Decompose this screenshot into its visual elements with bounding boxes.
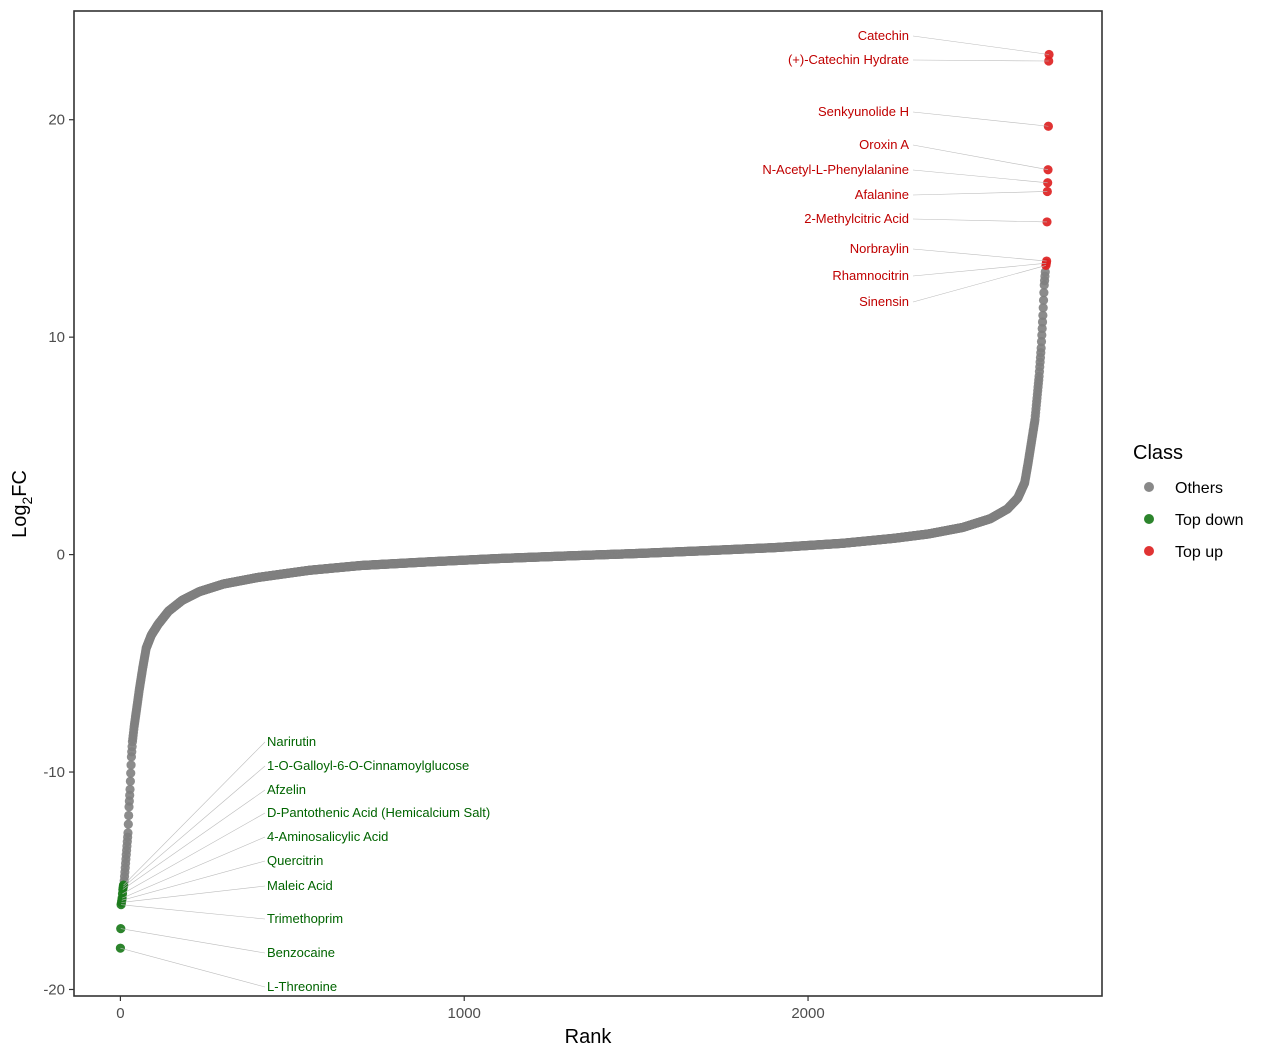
x-axis-tick-label: 1000 [448,1005,481,1022]
top-down-point-label: Narirutin [267,734,316,749]
y-axis-tick-label: 0 [57,547,65,564]
others-point [1036,336,1047,347]
others-point [1037,323,1047,334]
legend: Class Others Top down Top up [1133,442,1244,561]
top-down-label-connector [122,765,266,888]
top-down-label-connector [120,947,266,988]
top-up-label-connector [912,218,1047,223]
top-up-point-label: Senkyunolide H [818,104,909,119]
label-connectors-layer [120,35,1050,988]
top-up-label-connector [912,169,1048,184]
legend-swatch [1144,482,1154,492]
top-down-label-connector [120,928,266,954]
top-down-label-connector [123,741,266,886]
y-axis-title-subscript: 2 [19,497,35,505]
top-up-point-label: Norbraylin [850,241,909,256]
top-up-point-label: Afalanine [855,187,909,202]
others-point [1037,317,1048,327]
y-axis-title: Log2FC [9,470,35,538]
top-down-label-connector [121,860,266,901]
axes-layer: 0 1000 2000 -20 -10 0 10 20 [43,112,824,1022]
y-axis-title-base: Log [9,505,31,538]
top-up-label-connector [912,262,1047,277]
top-up-point-label: N-Acetyl-L-Phenylalanine [762,162,909,177]
top-down-point-label: 1-O-Galloyl-6-O-Cinnamoylglucose [267,758,469,773]
y-axis-tick-label: 20 [48,112,65,129]
others-point [1036,343,1046,353]
others-point [126,760,136,770]
top-up-label-connector [912,35,1050,55]
y-axis-tick-label: 10 [48,329,65,346]
top-up-point-label: Sinensin [859,294,909,309]
x-axis-title: Rank [565,1026,613,1048]
y-axis-tick-label: -20 [43,981,65,998]
others-point [125,776,135,786]
legend-label: Others [1175,480,1223,497]
top-up-label-connector [912,248,1047,262]
top-down-label-connector [121,904,266,920]
top-up-label-connector [912,265,1047,303]
others-point [123,819,133,829]
top-up-point-label: 2-Methylcitric Acid [804,211,909,226]
others-point [1038,310,1048,321]
legend-swatch [1144,546,1154,556]
others-point [126,768,136,778]
top-up-point [1044,49,1054,60]
legend-swatch [1144,514,1154,524]
top-down-point-label: L-Threonine [267,979,337,994]
top-down-point-label: Afzelin [267,782,306,797]
x-axis-tick-label: 0 [116,1005,124,1022]
plot-panel-border [73,10,1103,997]
top-down-point-label: Benzocaine [267,945,335,960]
y-axis-title-rest: FC [9,470,31,497]
top-down-label-connector [122,836,266,899]
data-points-layer [115,49,1054,953]
top-down-point-label: 4-Aminosalicylic Acid [267,829,388,844]
legend-title: Class [1133,442,1183,464]
top-down-label-connector [122,812,266,895]
others-point [1039,287,1049,298]
top-down-label-connector [121,885,266,903]
top-up-label-connector [912,111,1049,127]
legend-label: Top up [1175,544,1223,561]
top-down-point-label: Trimethoprim [267,911,343,926]
top-up-point-label: Rhamnocitrin [832,268,909,283]
legend-label: Top down [1175,512,1244,529]
y-axis-tick-label: -10 [43,764,65,781]
others-point [1038,303,1048,313]
top-down-point-label: Quercitrin [267,853,323,868]
others-point [123,828,133,838]
top-up-label-connector [912,191,1048,196]
x-axis-tick-label: 2000 [791,1005,824,1022]
top-down-label-connector [122,789,266,890]
others-point [124,810,134,821]
top-up-label-connector [912,59,1049,62]
others-point [125,784,135,795]
top-up-point-label: Catechin [858,28,909,43]
others-point [1037,330,1047,340]
others-point [1038,295,1049,305]
point-labels-layer: Catechin (+)-Catechin Hydrate Senkyunolide… [267,28,909,994]
top-up-label-connector [912,144,1049,171]
top-up-point [1044,56,1054,66]
top-down-point-label: D-Pantothenic Acid (Hemicalcium Salt) [267,805,490,820]
top-up-point-label: (+)-Catechin Hydrate [788,52,909,67]
top-up-point-label: Oroxin A [859,137,909,152]
top-down-point-label: Maleic Acid [267,878,333,893]
